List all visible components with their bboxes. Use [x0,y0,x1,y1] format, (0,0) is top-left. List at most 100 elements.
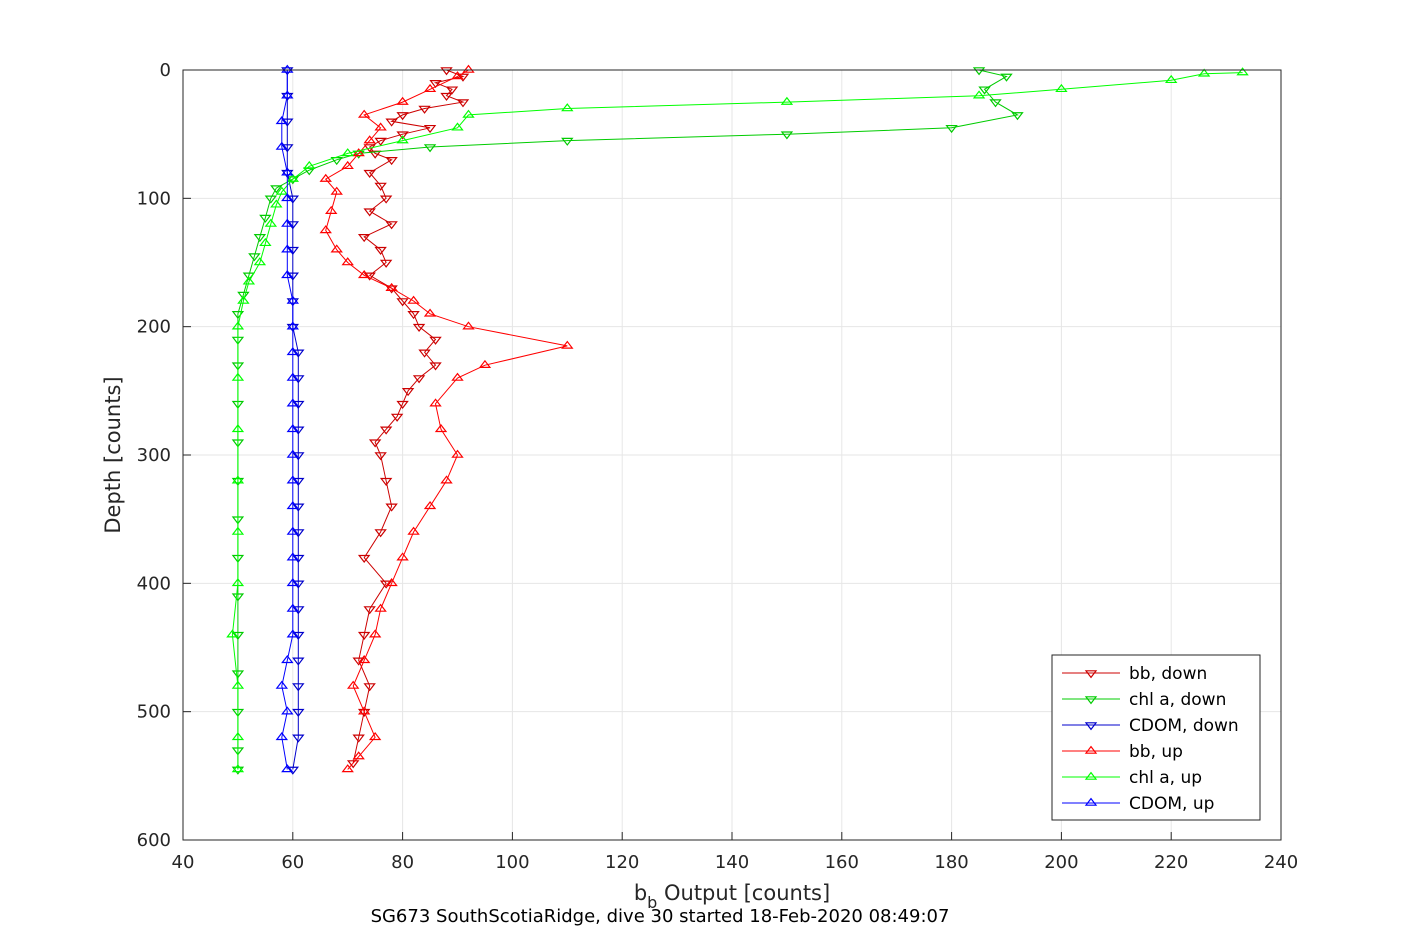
data-point [396,298,409,307]
data-point [374,182,387,191]
data-point [451,122,464,131]
data-point [231,680,245,689]
series-1 [231,67,1024,775]
y-ticks: 0 100 200 300 400 500 600 [137,60,191,851]
data-point [352,657,365,666]
data-point [401,388,415,397]
data-point [368,439,382,448]
x-tick-label: 120 [605,852,639,873]
data-point [231,631,245,641]
data-point [281,64,294,73]
x-tick-label: 40 [172,852,195,873]
data-point [374,603,387,612]
data-point [462,321,475,330]
data-point [281,654,294,664]
data-point [357,109,371,118]
data-point [407,295,420,304]
data-point [286,272,300,281]
data-point [286,346,300,356]
data-point [292,503,305,512]
data-point [357,269,371,279]
data-point [445,86,459,95]
data-point [292,554,305,564]
data-point [451,449,464,458]
data-point [286,173,300,182]
data-point [286,552,300,561]
data-point [281,90,294,99]
data-point [292,452,305,461]
data-point [423,500,437,510]
series-3 [319,64,574,773]
data-point [259,237,272,247]
data-point [429,336,442,345]
x-tick-label: 240 [1264,852,1298,873]
legend-marker [1084,696,1098,705]
data-point [385,577,398,587]
data-point [396,112,409,121]
legend-label: CDOM, up [1129,794,1214,814]
legend-label: CDOM, down [1129,716,1239,736]
data-point [374,137,387,146]
data-point [286,321,300,330]
data-point [456,99,470,108]
data-point [275,680,289,689]
data-point [440,475,453,484]
figure-caption: SG673 SouthScotiaRidge, dive 30 started … [371,906,950,927]
data-point [1000,73,1013,82]
x-tick-label: 100 [495,852,529,873]
data-point [462,64,475,73]
data-point [456,73,470,82]
data-point [292,529,305,538]
data-point [972,67,986,76]
data-point [363,683,376,692]
data-point [462,109,475,118]
data-point [292,477,305,487]
data-point [319,173,332,182]
data-point [281,67,294,76]
data-point [286,372,300,381]
x-axis-label: bb Output [counts] [634,881,830,912]
data-point [242,272,256,281]
data-point [363,135,376,144]
data-point [357,708,371,718]
data-point [412,323,426,333]
data-point [418,349,431,358]
legend-marker [1084,771,1098,780]
data-point [978,86,991,95]
data-point [429,398,442,407]
data-point [385,118,398,127]
legend-item: CDOM, down [1062,716,1239,736]
data-point [281,144,294,153]
data-point [368,731,382,741]
data-point [226,629,239,638]
data-point [346,680,360,689]
legend-label: bb, up [1129,742,1183,762]
legend-label: chl a, up [1129,768,1202,788]
data-point [423,308,437,317]
data-point [286,423,300,433]
series-line [286,70,299,770]
x-tick-label: 80 [391,852,414,873]
data-point [231,321,245,330]
series-4 [226,67,1249,773]
data-point [231,764,245,773]
legend-item: bb, up [1062,742,1183,762]
y-tick-label: 600 [137,830,171,851]
data-point [231,593,245,602]
data-point [407,526,420,535]
data-point [264,218,278,227]
y-tick-label: 500 [137,702,171,723]
legend-marker [1084,745,1098,754]
series-line [237,69,1019,770]
data-point [242,276,256,285]
data-point [286,475,300,484]
series-0 [346,67,470,769]
legend-marker [1084,670,1098,679]
data-point [286,500,300,510]
x-tick-label: 200 [1044,852,1078,873]
x-ticks: 40 60 80 100 120 140 160 180 200 220 240 [172,832,1298,873]
data-point [357,234,371,243]
data-point [259,214,272,223]
legend-marker [1084,722,1098,731]
data-point [352,148,365,157]
